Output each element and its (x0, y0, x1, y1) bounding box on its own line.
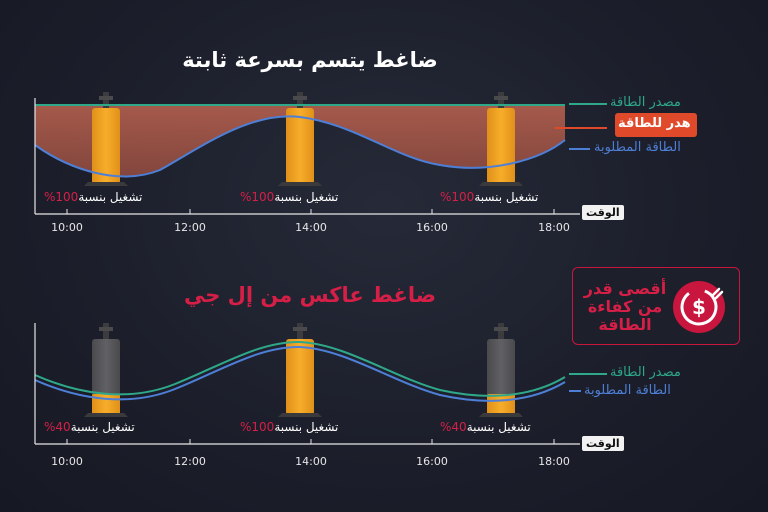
bottom-tick: 14:00 (295, 455, 327, 468)
top-unit-label-1: تشغيل بنسبة100% (44, 190, 143, 204)
bottom-tick: 12:00 (174, 455, 206, 468)
top-unit-label-3: تشغيل بنسبة100% (440, 190, 539, 204)
bottom-source-curve (34, 340, 566, 397)
compressor-6 (479, 323, 523, 417)
efficiency-callout-text: أقصى قدر من كفاءة الطاقة (583, 279, 667, 334)
energy-waste-area (35, 105, 565, 177)
bottom-tick: 10:00 (51, 455, 83, 468)
power-plug-dollar-icon: $ (673, 281, 725, 333)
bottom-unit-label-1: تشغيل بنسبة40% (44, 420, 135, 434)
constant-speed-title: ضاغط يتسم بسرعة ثابتة (182, 48, 438, 72)
top-tick: 16:00 (416, 221, 448, 234)
top-unit-label-2: تشغيل بنسبة100% (240, 190, 339, 204)
top-legend-waste: هدر للطاقة (618, 116, 691, 131)
bottom-time-axis-label: الوقت (582, 436, 624, 451)
compressor-2 (278, 92, 322, 186)
compressor-4 (84, 323, 128, 417)
bottom-legend-demand: الطاقة المطلوبة (584, 383, 671, 398)
bottom-tick: 18:00 (538, 455, 570, 468)
waste-legend-badge (615, 113, 697, 137)
compressor-5 (278, 323, 322, 417)
top-legend-source: مصدر الطاقة (610, 95, 681, 110)
bottom-unit-label-2: تشغيل بنسبة100% (240, 420, 339, 434)
top-tick: 12:00 (174, 221, 206, 234)
bottom-panel (34, 323, 607, 445)
top-tick: 14:00 (295, 221, 327, 234)
top-legend-demand: الطاقة المطلوبة (594, 140, 681, 155)
top-time-axis-label: الوقت (582, 205, 624, 220)
top-tick: 18:00 (538, 221, 570, 234)
top-tick: 10:00 (51, 221, 83, 234)
top-panel (34, 92, 697, 215)
efficiency-callout: أقصى قدر من كفاءة الطاقة $ (572, 267, 740, 345)
bottom-demand-curve (34, 345, 566, 402)
bottom-legend-source: مصدر الطاقة (610, 365, 681, 380)
top-demand-curve (34, 115, 566, 178)
inverter-title: ضاغط عاكس من إل جي (183, 283, 437, 307)
svg-text:$: $ (692, 295, 706, 319)
bottom-tick: 16:00 (416, 455, 448, 468)
bottom-unit-label-3: تشغيل بنسبة40% (440, 420, 531, 434)
compressor-1 (84, 92, 128, 186)
